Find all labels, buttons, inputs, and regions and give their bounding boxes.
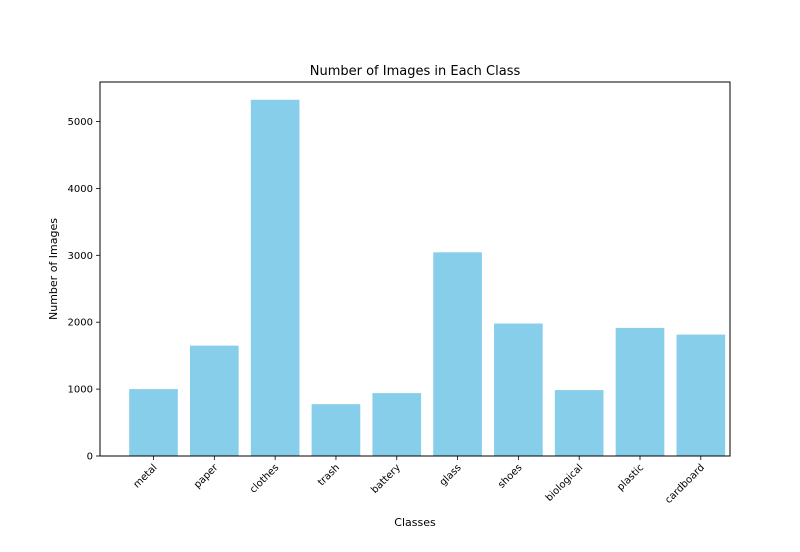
- bar-clothes: [250, 99, 300, 456]
- x-tick-label-metal: metal: [132, 462, 160, 490]
- bar-shoes: [494, 323, 543, 456]
- bar-battery: [372, 393, 422, 456]
- bar-metal: [129, 389, 178, 456]
- y-tick-label-1000: 1000: [68, 385, 93, 396]
- x-tick-label-plastic: plastic: [615, 462, 646, 493]
- x-axis: metal paper clothes trash battery glass shoes b…: [132, 456, 707, 506]
- x-tick-label-paper: paper: [192, 462, 221, 491]
- y-tick-label-0: 0: [87, 452, 93, 463]
- bar-glass: [433, 252, 482, 456]
- x-tick-label-trash: trash: [316, 462, 342, 488]
- y-axis-label: Number of Images: [47, 218, 60, 320]
- y-axis: 0 1000 2000 3000 4000 5000: [68, 117, 100, 463]
- x-tick-label-shoes: shoes: [496, 462, 524, 490]
- bar-cardboard: [676, 334, 726, 456]
- x-tick-label-clothes: clothes: [248, 462, 281, 495]
- y-tick-label-2000: 2000: [68, 318, 93, 329]
- y-tick-label-5000: 5000: [68, 117, 93, 128]
- x-axis-label: Classes: [394, 516, 436, 529]
- plot-area-frame: [99, 81, 731, 457]
- bar-paper: [190, 345, 239, 456]
- bars-group: [129, 99, 726, 456]
- y-tick-label-3000: 3000: [68, 251, 93, 262]
- bar-trash: [311, 404, 361, 456]
- chart-title: Number of Images in Each Class: [310, 64, 521, 79]
- x-tick-label-glass: glass: [438, 462, 464, 488]
- bar-plastic: [615, 327, 665, 456]
- x-tick-label-biological: biological: [544, 462, 585, 503]
- x-tick-label-cardboard: cardboard: [663, 462, 707, 506]
- x-tick-label-battery: battery: [369, 462, 403, 496]
- y-tick-label-4000: 4000: [68, 184, 93, 195]
- bar-biological: [554, 390, 604, 456]
